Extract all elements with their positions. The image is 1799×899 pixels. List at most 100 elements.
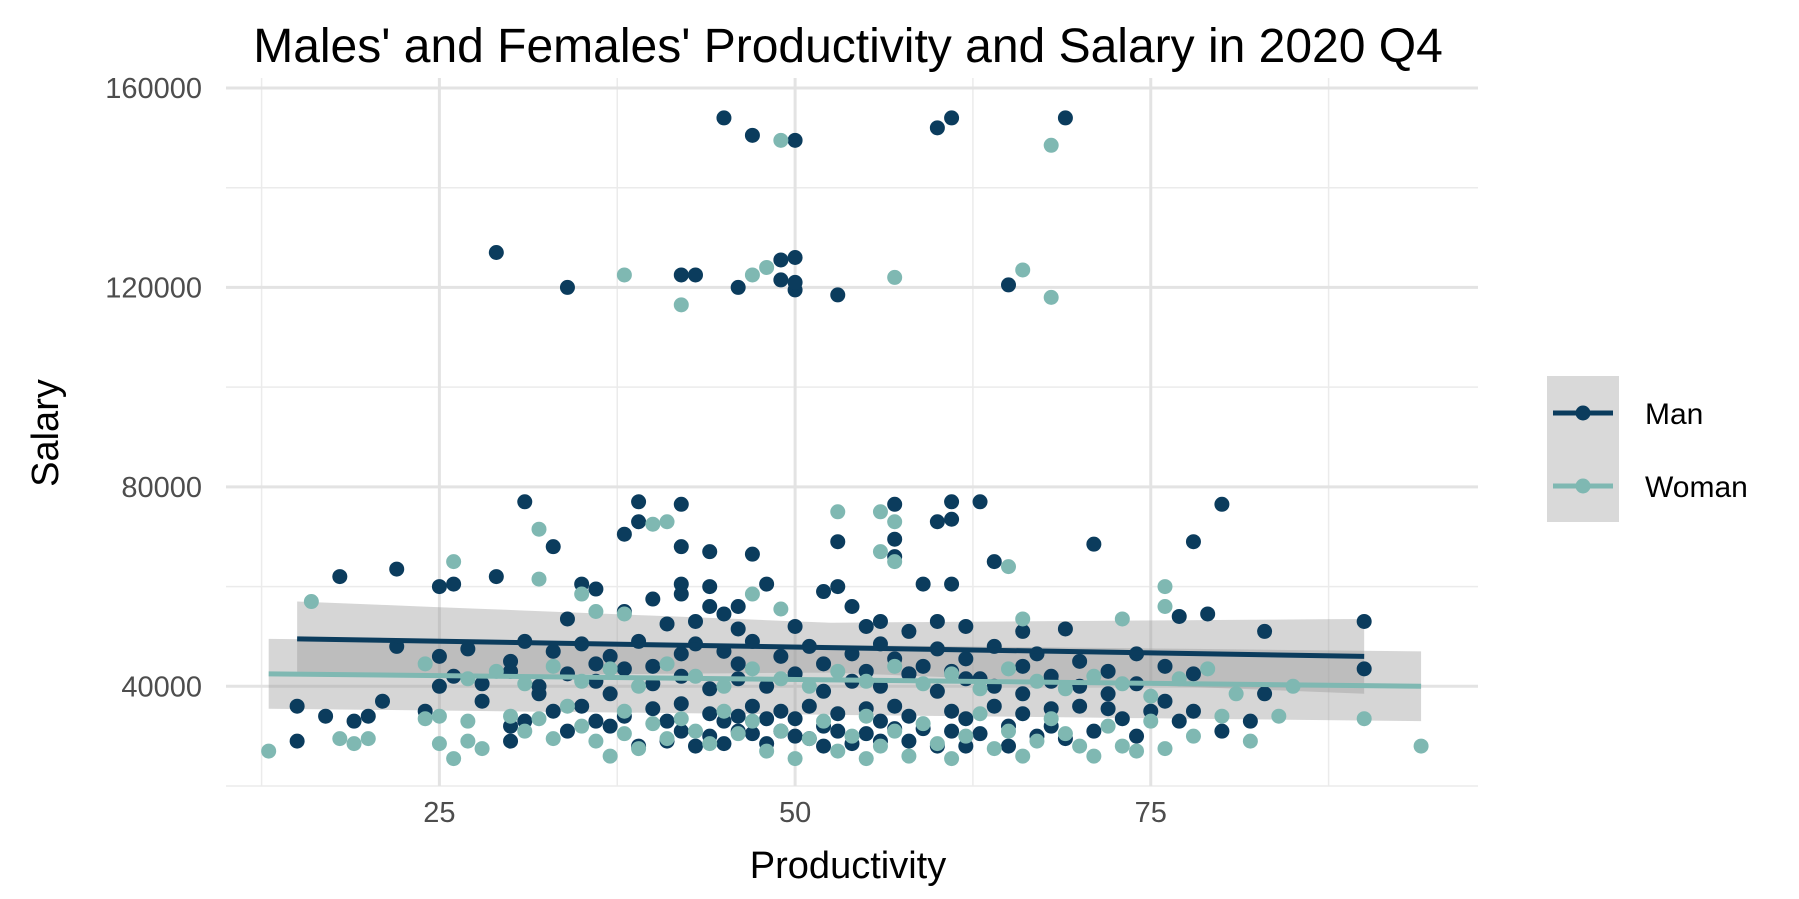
point-man [972, 726, 988, 742]
point-man [431, 648, 447, 664]
point-woman [773, 601, 789, 617]
data-points [261, 110, 1429, 767]
point-woman [574, 586, 590, 602]
point-man [616, 661, 632, 677]
point-woman [659, 514, 675, 530]
point-woman [1228, 686, 1244, 702]
point-man [1185, 534, 1201, 550]
point-woman [673, 297, 689, 313]
point-man [631, 494, 647, 510]
point-man [759, 678, 775, 694]
point-woman [1086, 668, 1102, 684]
point-man [375, 693, 390, 709]
point-man [773, 272, 789, 288]
point-man [517, 494, 533, 510]
point-man [730, 279, 746, 295]
point-man [944, 494, 960, 510]
point-woman [901, 748, 917, 764]
point-man [944, 110, 960, 126]
point-man [389, 561, 405, 577]
point-woman [545, 658, 561, 674]
point-man [830, 579, 846, 595]
point-man [816, 683, 832, 699]
point-man [929, 120, 945, 136]
point-woman [517, 676, 533, 692]
point-man [1015, 623, 1031, 639]
point-woman [1185, 728, 1201, 744]
point-woman [830, 663, 846, 679]
point-man [929, 683, 945, 699]
point-woman [773, 132, 789, 148]
point-man [559, 611, 575, 627]
point-woman [887, 658, 903, 674]
point-man [688, 267, 703, 283]
point-woman [1001, 559, 1016, 575]
point-woman [616, 726, 632, 742]
point-man [759, 576, 775, 592]
point-man [730, 599, 746, 615]
point-woman [844, 728, 860, 744]
point-woman [1015, 748, 1031, 764]
point-woman [1001, 661, 1016, 677]
point-woman [517, 723, 533, 739]
point-woman [801, 731, 817, 747]
point-man [1242, 713, 1258, 729]
point-man [1185, 703, 1201, 719]
point-woman [588, 603, 604, 619]
point-man [787, 274, 803, 290]
point-man [1072, 698, 1088, 714]
point-man [944, 703, 960, 719]
point-woman [773, 723, 789, 739]
point-woman [1271, 708, 1287, 724]
point-woman [446, 554, 462, 570]
point-woman [887, 514, 903, 530]
point-woman [360, 731, 376, 747]
point-woman [986, 741, 1002, 757]
point-man [1214, 496, 1230, 512]
point-man [744, 546, 760, 562]
point-woman [460, 713, 476, 729]
point-man [673, 586, 689, 602]
y-tick-label: 40000 [121, 671, 202, 703]
point-woman [1043, 289, 1059, 305]
point-man [944, 511, 960, 527]
point-man [631, 514, 647, 530]
point-woman [503, 708, 519, 724]
point-woman [1413, 738, 1429, 754]
point-woman [716, 703, 732, 719]
point-woman [944, 666, 960, 682]
point-man [1356, 661, 1372, 677]
point-man [929, 613, 945, 629]
point-man [1257, 686, 1273, 702]
point-man [616, 526, 632, 542]
x-tick-label: 75 [1135, 797, 1167, 829]
point-woman [915, 716, 931, 732]
point-man [673, 539, 689, 555]
x-tick-labels: 25 50 75 [423, 797, 1167, 829]
point-man [1185, 666, 1201, 682]
point-woman [261, 743, 277, 759]
point-man [431, 678, 447, 694]
point-man [645, 658, 661, 674]
point-man [1086, 723, 1102, 739]
point-man [602, 718, 618, 734]
point-woman [1242, 733, 1258, 749]
point-man [360, 708, 376, 724]
point-woman [1143, 713, 1159, 729]
point-woman [944, 751, 960, 767]
point-woman [1157, 579, 1173, 595]
point-woman [744, 661, 760, 677]
point-woman [972, 706, 988, 722]
point-woman [1015, 262, 1031, 278]
point-woman [431, 708, 447, 724]
x-tick-label: 50 [779, 797, 811, 829]
point-man [559, 279, 575, 295]
point-woman [1072, 738, 1088, 754]
point-woman [303, 594, 319, 610]
point-woman [744, 267, 760, 283]
point-man [816, 738, 832, 754]
point-woman [1129, 743, 1145, 759]
point-woman [1057, 726, 1073, 742]
point-man [446, 576, 462, 592]
